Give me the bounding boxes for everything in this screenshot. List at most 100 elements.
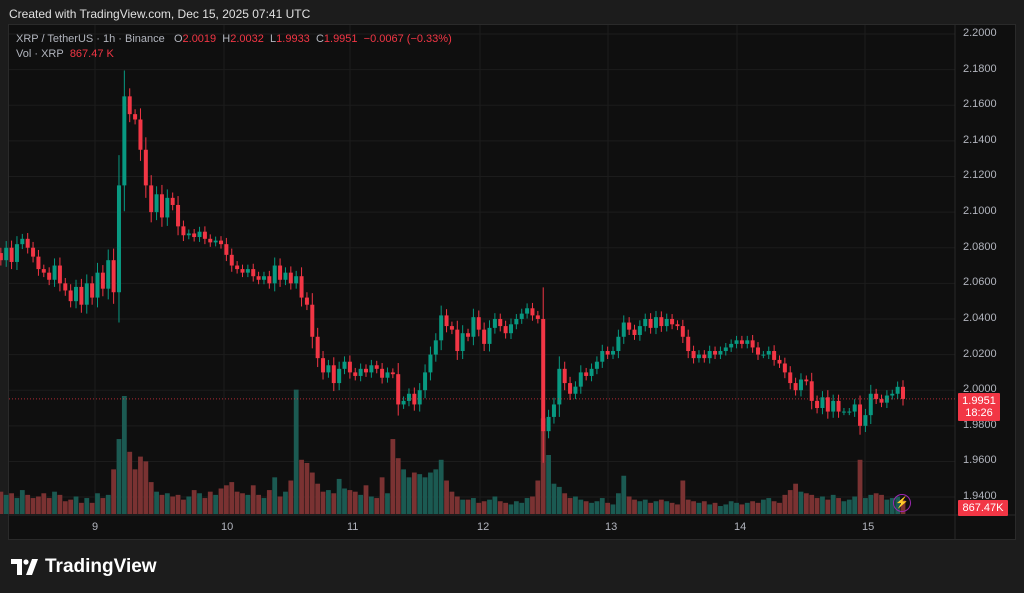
candle-body [159,194,164,218]
volume-bar [433,469,439,514]
volume-bar [111,469,117,514]
candle-body [385,372,390,378]
candle-body [278,265,283,280]
volume-bar [889,498,895,514]
candle-body [25,238,30,248]
time-axis-label: 15 [862,521,875,533]
chart-pane[interactable] [8,24,1016,540]
price-axis-label: 2.0800 [963,240,997,253]
candle-body [63,283,68,291]
volume-bar [406,477,412,514]
volume-bar [358,494,364,514]
volume-bar [245,494,251,514]
volume-bar [411,472,417,514]
symbol-title[interactable]: XRP / TetherUS · 1h · Binance [16,33,165,45]
volume-bar [9,493,14,514]
volume-bar [675,504,680,514]
volume-bar [454,496,460,514]
candle-body [670,318,675,325]
volume-bar [492,496,498,514]
candle-body [777,359,782,364]
candle-body [449,326,454,330]
candle-body [272,265,277,284]
candle-body [482,329,487,344]
candle-body [288,272,293,284]
volume-bar [605,502,611,514]
candle-body [895,386,900,394]
volume-bar [578,499,584,514]
volume-bar [621,475,627,514]
volume-bar [476,502,482,514]
price-axis-label: 1.9800 [963,418,997,431]
candle-body [508,324,513,334]
volume-bar [632,499,637,514]
candle-body [240,269,245,273]
candle-body [546,416,551,432]
volume-bar [524,498,530,514]
volume-label[interactable]: Vol · XRP [16,48,64,60]
price-axis-label: 2.1600 [963,98,997,111]
candle-body [562,368,567,384]
candle-body [659,317,664,327]
volume-bar [846,499,852,514]
volume-bar [836,498,841,514]
volume-bar [471,498,476,514]
candle-body [84,283,89,305]
candle-body [245,269,250,273]
low-value: 1.9933 [276,33,310,45]
volume-bar [562,493,568,514]
price-axis-label: 2.2000 [963,27,997,39]
volume-bar [723,504,729,514]
volume-bar [513,501,519,514]
candle-body [476,317,481,330]
volume-bar [143,461,149,514]
candle-body [0,253,3,261]
volume-bar [256,494,261,514]
candle-body [401,400,406,405]
volume-bar [680,480,686,514]
volume-bar [315,483,321,514]
candle-body [627,322,632,330]
high-label: H [222,33,231,45]
lightning-icon[interactable]: ⚡ [893,494,911,512]
volume-bar [809,494,815,514]
volume-bar [567,498,573,514]
candle-body [793,383,798,391]
candle-body [267,276,272,284]
candle-body [406,393,411,401]
volume-bar [664,501,670,514]
volume-bar [132,469,138,514]
volume-bar [14,498,20,514]
volume-bar [41,493,47,514]
candle-body [611,351,616,355]
candle-body [315,336,320,359]
volume-bar [52,491,57,514]
candle-body [283,272,288,280]
candle-body [358,368,363,376]
volume-bar [304,462,310,514]
candle-body [648,318,653,328]
candle-body [686,336,691,352]
volume-bar [320,491,326,514]
candle-body [219,240,224,245]
candle-body [170,197,175,205]
logo-text: TradingView [45,556,157,577]
candle-body [852,404,857,412]
volume-bar [718,506,723,514]
time-axis-label: 14 [734,521,747,533]
volume-bar [685,499,691,514]
volume-bar [841,501,847,514]
candle-body [621,322,626,337]
candle-body [149,185,154,213]
volume-bar [218,488,224,514]
volume-bar [868,494,874,514]
candle-body [471,317,476,337]
candle-body [138,119,143,150]
candle-body [653,317,658,328]
volume-bar [374,498,380,514]
candle-body [600,351,605,362]
volume-bar [138,456,143,514]
candle-body [761,354,766,356]
candle-body [498,318,503,327]
